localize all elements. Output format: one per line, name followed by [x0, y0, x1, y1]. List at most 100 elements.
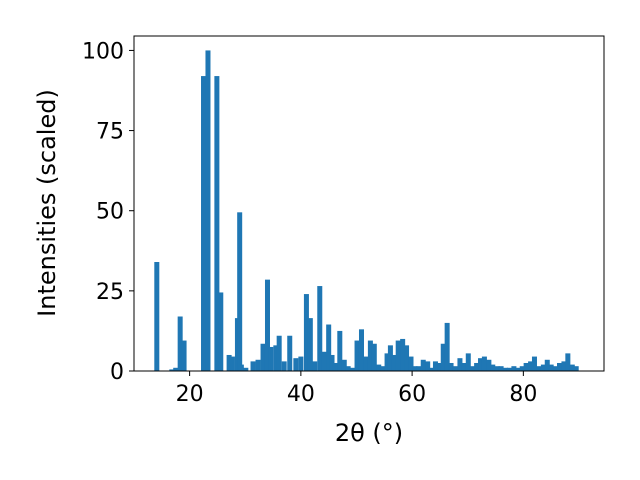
y-tick-label: 0 [110, 360, 124, 385]
bar [303, 294, 309, 371]
bar [461, 362, 467, 371]
bar [437, 362, 443, 371]
bar [531, 356, 537, 371]
bar [540, 364, 546, 371]
bar [307, 318, 313, 371]
bar [536, 366, 542, 371]
bar [506, 367, 512, 371]
bar [400, 338, 406, 371]
bar [412, 366, 418, 371]
x-tick-label: 40 [287, 382, 315, 407]
bar [416, 366, 422, 371]
bar [448, 362, 454, 371]
bar [486, 359, 492, 371]
bar [250, 361, 256, 371]
bar [177, 316, 183, 371]
bar [312, 361, 318, 371]
bar [553, 366, 559, 371]
bar [573, 366, 579, 371]
bar [371, 343, 377, 371]
bar [341, 359, 347, 371]
bar [429, 367, 435, 371]
bar [569, 364, 575, 371]
y-tick-label: 25 [96, 280, 124, 305]
bar [465, 353, 471, 371]
bar [363, 356, 369, 371]
bar [408, 356, 414, 371]
bar [420, 359, 426, 371]
bar [474, 362, 480, 371]
bar [214, 76, 220, 371]
bar [358, 329, 364, 371]
y-tick-label: 50 [96, 200, 124, 225]
bar [457, 358, 463, 371]
bar [329, 354, 335, 371]
bar [432, 361, 438, 371]
bar [494, 366, 500, 371]
bar [548, 364, 554, 371]
x-tick-label: 60 [398, 382, 426, 407]
y-tick-label: 75 [96, 120, 124, 145]
bar [404, 345, 410, 371]
bar [345, 366, 351, 371]
bar [281, 361, 287, 371]
bar [425, 361, 431, 371]
bar [326, 324, 332, 371]
bar [561, 361, 567, 371]
bar [298, 356, 304, 371]
bar [238, 364, 244, 371]
bar [528, 361, 534, 371]
bar [565, 353, 571, 371]
bar [226, 354, 232, 371]
bar [317, 286, 323, 371]
bar [367, 340, 373, 371]
bar [490, 364, 496, 371]
bar [444, 322, 450, 371]
bar [321, 351, 327, 371]
plot-frame [133, 35, 605, 372]
y-axis-label: Intensities (scaled) [33, 89, 61, 317]
plot-area [134, 36, 604, 371]
bar [337, 330, 343, 371]
bar [237, 212, 243, 371]
y-tick-label: 100 [82, 39, 124, 64]
bar [255, 359, 261, 371]
bar [268, 346, 274, 371]
bar [440, 343, 446, 371]
bars-group [154, 50, 579, 372]
bar [154, 262, 160, 371]
x-axis-label: 2θ (°) [335, 419, 403, 447]
bar [218, 292, 224, 371]
bar [260, 343, 266, 371]
bar [452, 366, 458, 371]
bar [350, 367, 356, 371]
bar [523, 362, 529, 371]
bar [481, 356, 487, 371]
bar [395, 340, 401, 371]
y-axis-ticks: 0 25 50 75 100 [82, 39, 134, 385]
bar [264, 279, 270, 371]
bar [511, 366, 517, 371]
bar [469, 366, 475, 371]
bar [380, 366, 386, 371]
bar [544, 359, 550, 371]
bar [332, 362, 338, 371]
x-tick-label: 20 [176, 382, 204, 407]
bar [391, 354, 397, 371]
bar [243, 367, 249, 371]
bar [503, 367, 509, 371]
bar [557, 362, 563, 371]
bar [169, 369, 175, 371]
bar [384, 353, 390, 371]
bar [229, 356, 235, 371]
bar [376, 364, 382, 371]
bar [478, 358, 484, 371]
bar [293, 358, 299, 371]
x-tick-label: 80 [509, 382, 537, 407]
bar [173, 367, 179, 371]
x-axis-ticks: 20 40 60 80 [176, 371, 537, 407]
bar [201, 76, 207, 371]
bar [276, 335, 282, 371]
bar [205, 50, 211, 372]
